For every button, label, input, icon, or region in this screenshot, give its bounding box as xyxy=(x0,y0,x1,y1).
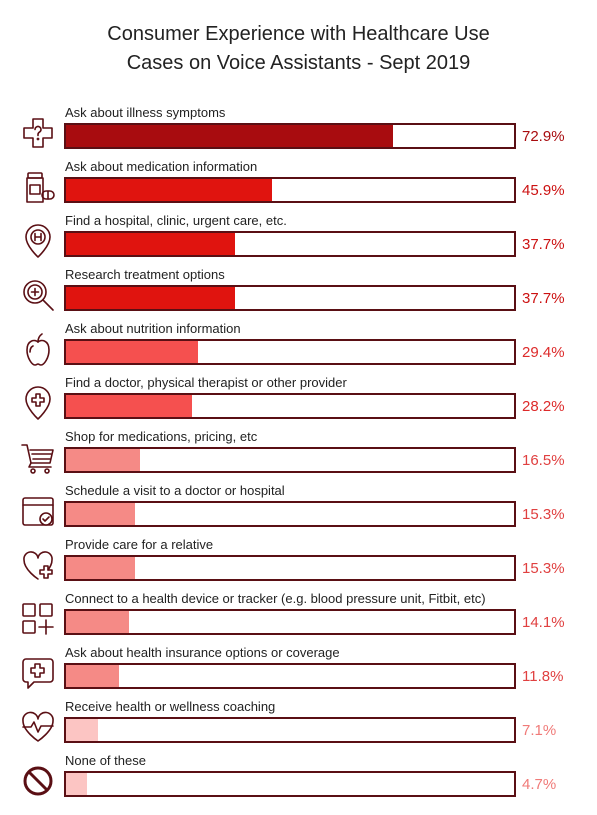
hospital-pin-icon xyxy=(20,223,56,259)
category-label: Provide care for a relative xyxy=(65,537,214,552)
category-label: Connect to a health device or tracker (e… xyxy=(65,591,486,606)
bar xyxy=(66,773,88,795)
bar-track xyxy=(64,717,516,743)
value-label: 37.7% xyxy=(522,290,565,307)
bar-row: Ask about illness symptoms 72.9% xyxy=(0,104,597,158)
bar xyxy=(66,719,98,741)
value-label: 16.5% xyxy=(522,452,565,469)
bar xyxy=(66,233,235,255)
question-cross-icon xyxy=(20,115,56,151)
value-label: 29.4% xyxy=(522,344,565,361)
category-label: Shop for medications, pricing, etc xyxy=(65,429,258,444)
bar-track xyxy=(64,501,516,527)
bar-row: Research treatment options 37.7% xyxy=(0,266,597,320)
bar-row: Ask about nutrition information 29.4% xyxy=(0,320,597,374)
value-label: 7.1% xyxy=(522,722,557,739)
bar-row: Schedule a visit to a doctor or hospital… xyxy=(0,482,597,536)
bar-row: Connect to a health device or tracker (e… xyxy=(0,590,597,644)
category-label: Receive health or wellness coaching xyxy=(65,699,276,714)
bar-row: Shop for medications, pricing, etc 16.5% xyxy=(0,428,597,482)
category-label: Ask about nutrition information xyxy=(65,321,241,336)
bar xyxy=(66,395,193,417)
bar-track xyxy=(64,339,516,365)
bar-track xyxy=(64,663,516,689)
chart-title-line2: Cases on Voice Assistants - Sept 2019 xyxy=(126,52,471,74)
bar xyxy=(66,665,119,687)
chart-title: Consumer Experience with Healthcare Use … xyxy=(0,20,597,78)
bar xyxy=(66,611,130,633)
value-label: 72.9% xyxy=(522,128,565,145)
bar-track xyxy=(64,771,516,797)
bar-row: Receive health or wellness coaching 7.1% xyxy=(0,698,597,752)
magnifier-plus-icon xyxy=(20,277,56,313)
bar-track xyxy=(64,609,516,635)
bar xyxy=(66,503,135,525)
bar-row: None of these 4.7% xyxy=(0,752,597,806)
value-label: 15.3% xyxy=(522,560,565,577)
bar xyxy=(66,125,393,147)
medicine-bottle-icon xyxy=(20,169,56,205)
shopping-cart-icon xyxy=(20,439,56,475)
category-label: Find a hospital, clinic, urgent care, et… xyxy=(65,213,287,228)
value-label: 37.7% xyxy=(522,236,565,253)
category-label: Ask about illness symptoms xyxy=(65,105,226,120)
chat-plus-icon xyxy=(20,655,56,691)
value-label: 15.3% xyxy=(522,506,565,523)
bar-row: Ask about medication information 45.9% xyxy=(0,158,597,212)
category-label: Ask about medication information xyxy=(65,159,258,174)
category-label: Find a doctor, physical therapist or oth… xyxy=(65,375,347,390)
category-label: Schedule a visit to a doctor or hospital xyxy=(65,483,285,498)
heart-plus-icon xyxy=(20,547,56,583)
value-label: 4.7% xyxy=(522,776,557,793)
bar-row: Find a doctor, physical therapist or oth… xyxy=(0,374,597,428)
bar-track xyxy=(64,447,516,473)
category-label: None of these xyxy=(65,753,146,768)
bar-row: Ask about health insurance options or co… xyxy=(0,644,597,698)
prohibited-icon xyxy=(20,763,56,799)
device-grid-icon xyxy=(20,601,56,637)
value-label: 45.9% xyxy=(522,182,565,199)
bar-row: Provide care for a relative 15.3% xyxy=(0,536,597,590)
bar-row: Find a hospital, clinic, urgent care, et… xyxy=(0,212,597,266)
bar-track xyxy=(64,285,516,311)
bar xyxy=(66,557,135,579)
bar-track xyxy=(64,231,516,257)
bar xyxy=(66,179,272,201)
category-label: Research treatment options xyxy=(65,267,225,282)
value-label: 14.1% xyxy=(522,614,565,631)
bar-track xyxy=(64,393,516,419)
value-label: 28.2% xyxy=(522,398,565,415)
apple-icon xyxy=(20,331,56,367)
bar-track xyxy=(64,555,516,581)
bar xyxy=(66,341,198,363)
heartbeat-icon xyxy=(20,709,56,745)
bar xyxy=(66,287,235,309)
category-label: Ask about health insurance options or co… xyxy=(65,645,340,660)
bar-track xyxy=(64,123,516,149)
calendar-check-icon xyxy=(20,493,56,529)
value-label: 11.8% xyxy=(522,668,564,685)
location-plus-icon xyxy=(20,385,56,421)
bar xyxy=(66,449,140,471)
bar-track xyxy=(64,177,516,203)
chart-title-line1: Consumer Experience with Healthcare Use xyxy=(107,23,490,45)
